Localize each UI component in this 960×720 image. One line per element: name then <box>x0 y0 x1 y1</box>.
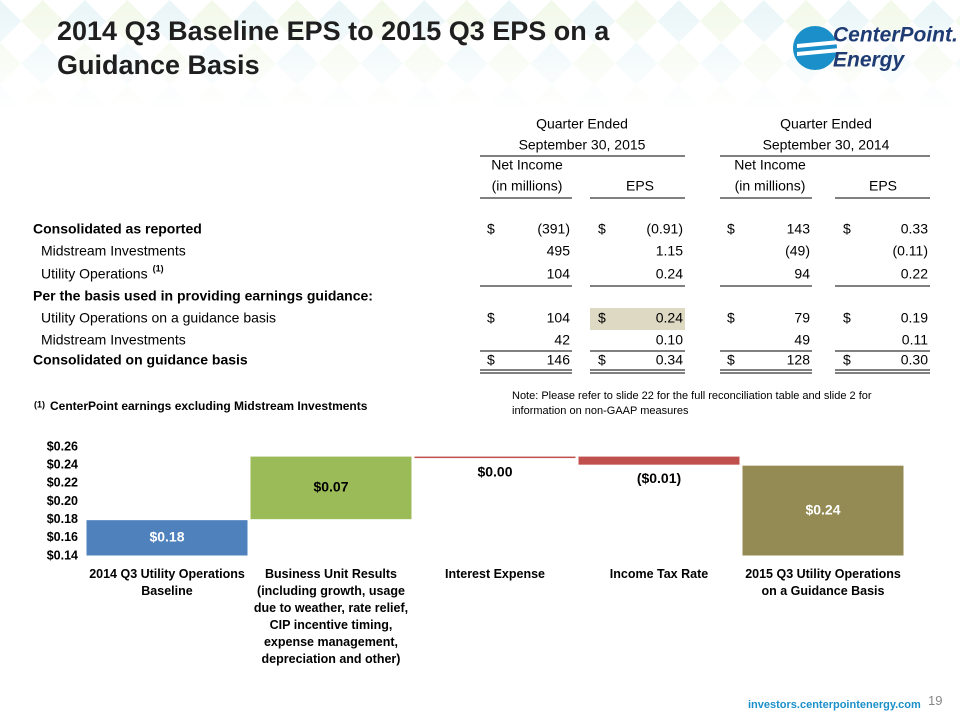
cell-value: (0.11) <box>892 243 928 259</box>
currency: $ <box>598 221 606 237</box>
cell-value: 0.10 <box>656 332 683 348</box>
cell-value: (0.91) <box>646 221 683 237</box>
data-label: $0.24 <box>805 501 840 517</box>
x-tick-label: Interest Expense <box>444 567 546 581</box>
x-tick-label: 2014 Q3 Utility Operations Baseline <box>89 567 245 598</box>
currency: $ <box>487 352 495 368</box>
y-tick-label: $0.22 <box>47 476 78 490</box>
page-number: 19 <box>928 693 943 708</box>
group-header: September 30, 2015 <box>519 137 646 153</box>
cell-value: 143 <box>787 221 811 237</box>
bar <box>741 464 905 557</box>
logo-text: CenterPoint. <box>833 24 958 47</box>
column-header: Net Income <box>491 157 563 173</box>
row-label: Consolidated on guidance basis <box>33 352 248 368</box>
column-header: EPS <box>869 178 897 194</box>
currency: $ <box>487 310 495 326</box>
cell-value: 0.11 <box>902 332 928 348</box>
y-tick-label: $0.18 <box>47 512 78 526</box>
cell-value: 0.33 <box>901 221 928 237</box>
cell-value: 0.19 <box>901 310 928 326</box>
highlight <box>590 308 685 330</box>
x-tick-label: Business Unit Results (including growth,… <box>253 567 409 666</box>
cell-value: 104 <box>547 266 571 282</box>
bar <box>249 455 413 521</box>
currency: $ <box>598 310 606 326</box>
row-label: Utility Operations on a guidance basis <box>41 310 276 326</box>
y-tick-label: $0.20 <box>47 494 78 508</box>
row-label: Consolidated as reported <box>33 221 202 237</box>
cell-value: 49 <box>794 332 810 348</box>
footnote-text: CenterPoint earnings excluding Midstream… <box>50 399 368 413</box>
currency: $ <box>727 310 735 326</box>
footer-url: investors.centerpointenergy.com <box>748 699 921 711</box>
cell-value: (391) <box>537 221 570 237</box>
currency: $ <box>598 352 606 368</box>
currency: $ <box>843 352 851 368</box>
cell-value: 42 <box>554 332 570 348</box>
note: Note: Please refer to slide 22 for the f… <box>512 390 872 417</box>
currency: $ <box>727 352 735 368</box>
row-label: Midstream Investments <box>41 332 186 348</box>
group-header: Quarter Ended <box>536 116 628 132</box>
cell-value: 104 <box>547 310 571 326</box>
data-label: ($0.01) <box>637 470 681 486</box>
data-label: $0.07 <box>313 479 348 495</box>
bar <box>413 455 577 460</box>
row-label: Utility Operations <box>41 266 148 282</box>
column-header: EPS <box>626 178 654 194</box>
cell-value: 495 <box>547 243 571 259</box>
cell-value: 0.22 <box>901 266 928 282</box>
currency: $ <box>843 310 851 326</box>
superscript: (1) <box>153 263 164 273</box>
cell-value: 94 <box>794 266 810 282</box>
x-tick-label: Income Tax Rate <box>609 567 709 581</box>
title: 2014 Q3 Baseline EPS to 2015 Q3 EPS on a… <box>57 16 610 80</box>
y-tick-label: $0.16 <box>47 530 78 544</box>
currency: $ <box>727 221 735 237</box>
cell-value: 79 <box>794 310 810 326</box>
y-tick-label: $0.26 <box>47 439 78 453</box>
group-header: September 30, 2014 <box>763 137 890 153</box>
row-label: Per the basis used in providing earnings… <box>33 288 373 304</box>
data-label: $0.18 <box>149 529 184 545</box>
group-header: Quarter Ended <box>780 116 872 132</box>
cell-value: 128 <box>787 352 811 368</box>
cell-value: 146 <box>547 352 571 368</box>
footnote-marker: (1) <box>34 399 45 409</box>
data-label: $0.00 <box>477 463 512 479</box>
column-header: (in millions) <box>735 178 806 194</box>
logo-text: Energy <box>833 49 906 72</box>
y-tick-label: $0.14 <box>47 548 78 562</box>
column-header: Net Income <box>734 157 806 173</box>
cell-value: 0.24 <box>656 266 683 282</box>
logo: CenterPoint. Energy <box>793 24 958 72</box>
cell-value: (49) <box>785 243 810 259</box>
bar <box>85 519 249 557</box>
column-header: (in millions) <box>492 178 563 194</box>
currency: $ <box>843 221 851 237</box>
cell-value: 0.30 <box>901 352 928 368</box>
cell-value: 0.24 <box>656 310 683 326</box>
currency: $ <box>487 221 495 237</box>
cell-value: 0.34 <box>656 352 683 368</box>
row-label: Midstream Investments <box>41 243 186 259</box>
bar <box>577 455 741 466</box>
cell-value: 1.15 <box>656 243 683 259</box>
x-tick-label: 2015 Q3 Utility Operations on a Guidance… <box>745 567 901 598</box>
y-tick-label: $0.24 <box>47 457 78 471</box>
